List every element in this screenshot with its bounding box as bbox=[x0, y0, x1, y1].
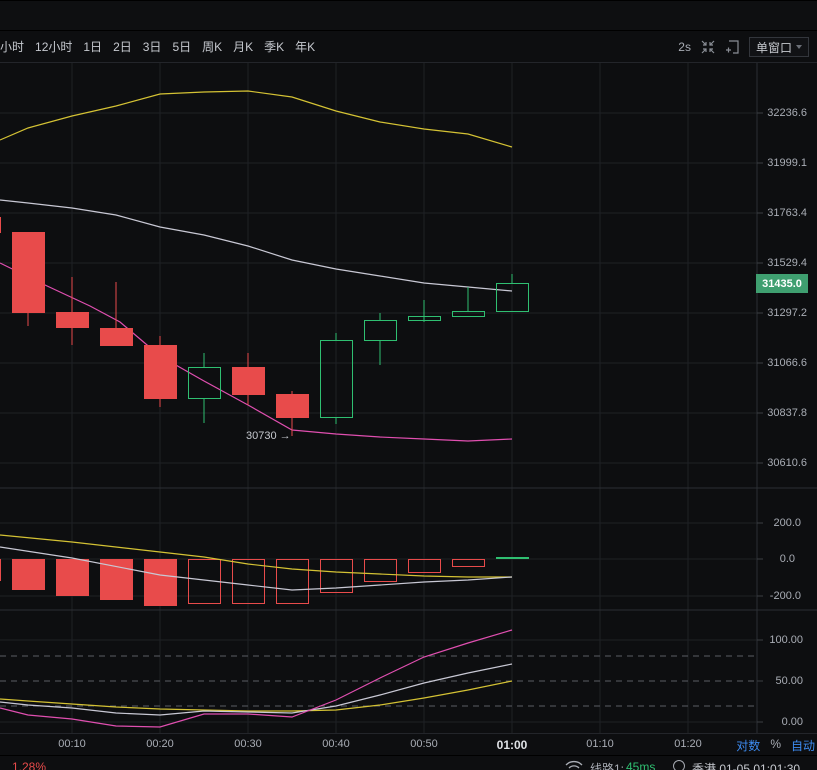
price-tick: 30610.6 bbox=[767, 457, 807, 469]
refresh-interval[interactable]: 2s bbox=[678, 40, 691, 54]
price-tick: 32236.6 bbox=[767, 107, 807, 119]
price-tick: 31297.2 bbox=[767, 307, 807, 319]
time-tick: 01:10 bbox=[586, 738, 614, 750]
period-3d[interactable]: 3日 bbox=[142, 40, 162, 54]
window-mode-select[interactable]: 单窗口 bbox=[748, 37, 809, 57]
time-axis: 00:10 00:20 00:30 00:40 00:50 01:00 01:1… bbox=[0, 733, 817, 755]
clock-icon bbox=[673, 760, 685, 770]
top-bar bbox=[0, 0, 817, 31]
macd-dea-line bbox=[0, 534, 512, 578]
period-5d[interactable]: 5日 bbox=[172, 40, 192, 54]
time-tick: 00:20 bbox=[146, 738, 174, 750]
macd-tick: 200.0 bbox=[773, 517, 801, 529]
percent-scale-toggle[interactable]: % bbox=[770, 737, 781, 751]
kdj-d-line bbox=[0, 680, 513, 712]
price-tick: 31999.1 bbox=[767, 157, 807, 169]
scale-options: 对数 % 自动 bbox=[736, 737, 815, 754]
middle-band-line bbox=[0, 199, 513, 292]
latency-value: 45ms bbox=[626, 760, 656, 770]
kdj-tick: 100.00 bbox=[769, 634, 803, 646]
time-tick-current: 01:00 bbox=[496, 738, 528, 752]
price-tick: 31529.4 bbox=[767, 257, 807, 269]
kdj-tick: 50.00 bbox=[775, 675, 803, 687]
time-tick: 00:30 bbox=[234, 738, 262, 750]
low-price-annotation: 30730 → bbox=[246, 430, 291, 442]
status-bar: 1.28% 线路1: 45ms 香港 01-05 01:01:30 bbox=[0, 755, 817, 770]
collapse-icon[interactable] bbox=[701, 40, 715, 54]
period-year[interactable]: 年K bbox=[295, 40, 316, 54]
price-tick: 31066.6 bbox=[767, 357, 807, 369]
toolbar-right: 2s 单窗口 bbox=[678, 31, 809, 63]
period-hour[interactable]: 小时 bbox=[0, 40, 25, 54]
time-tick: 01:20 bbox=[674, 738, 702, 750]
macd-tick: -200.0 bbox=[769, 590, 801, 602]
log-scale-toggle[interactable]: 对数 bbox=[736, 739, 761, 753]
period-week[interactable]: 周K bbox=[202, 40, 223, 54]
period-12h[interactable]: 12小时 bbox=[35, 40, 73, 54]
chevron-down-icon bbox=[796, 45, 802, 49]
price-tick: 31763.4 bbox=[767, 207, 807, 219]
region-time: 香港 01-05 01:01:30 bbox=[692, 762, 801, 770]
window-mode-label: 单窗口 bbox=[755, 40, 792, 55]
wifi-icon bbox=[565, 759, 583, 770]
change-percent: 1.28% bbox=[12, 760, 47, 770]
time-tick: 00:10 bbox=[58, 738, 86, 750]
chart-toolbar: 小时 12小时 1日 2日 3日 5日 周K 月K 季K 年K 2s 单窗口 bbox=[0, 31, 817, 63]
auto-scale-toggle[interactable]: 自动 bbox=[790, 739, 815, 753]
ma-pink-line bbox=[0, 262, 513, 442]
kdj-reference-lines bbox=[0, 655, 757, 707]
kdj-tick: 0.00 bbox=[781, 716, 803, 728]
kdj-k-line bbox=[0, 663, 513, 716]
period-month[interactable]: 月K bbox=[233, 40, 254, 54]
period-2d[interactable]: 2日 bbox=[113, 40, 132, 54]
upper-band-line bbox=[0, 90, 513, 148]
period-selector: 小时 12小时 1日 2日 3日 5日 周K 月K 季K 年K bbox=[0, 38, 326, 55]
price-tick: 30837.8 bbox=[767, 407, 807, 419]
time-tick: 00:40 bbox=[322, 738, 350, 750]
line-label[interactable]: 线路1: bbox=[590, 762, 625, 770]
period-quarter[interactable]: 季K bbox=[264, 40, 285, 54]
period-1d[interactable]: 1日 bbox=[83, 40, 103, 54]
add-window-icon[interactable] bbox=[725, 40, 739, 54]
chart-canvas[interactable] bbox=[0, 63, 817, 733]
grid-lines bbox=[0, 63, 757, 733]
macd-tick: 0.0 bbox=[779, 553, 795, 565]
candlesticks bbox=[0, 217, 529, 436]
macd-histogram bbox=[0, 557, 529, 606]
macd-dif-line bbox=[0, 546, 513, 591]
kdj-j-line bbox=[0, 629, 513, 728]
current-price-tag: 31435.0 bbox=[756, 274, 808, 293]
time-tick: 00:50 bbox=[410, 738, 438, 750]
